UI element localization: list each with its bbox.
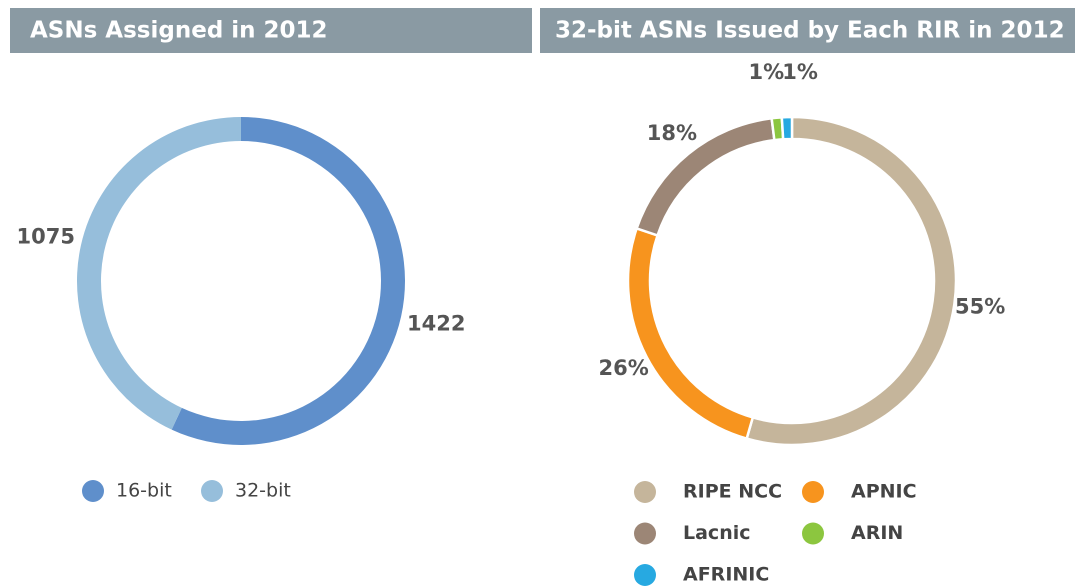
data-label: 18%	[647, 121, 697, 145]
legend-label: AFRINIC	[683, 564, 769, 586]
legend-swatch	[634, 564, 656, 586]
header-bar	[540, 8, 1075, 53]
legend-swatch	[634, 522, 656, 545]
data-label: 1%	[748, 60, 784, 84]
legend-label: APNIC	[851, 481, 917, 503]
donut-slice	[745, 115, 958, 447]
legend-label: ARIN	[851, 522, 903, 544]
legend-label: RIPE NCC	[683, 481, 782, 503]
data-label: 26%	[599, 356, 649, 380]
legend-swatch	[634, 481, 656, 503]
data-label: 1422	[407, 311, 465, 335]
legend-label: Lacnic	[683, 522, 751, 544]
legend-label: 32-bit	[235, 480, 291, 502]
data-label: 1%	[782, 60, 818, 84]
chart-title: 32-bit ASNs Issued by Each RIR in 2012	[555, 18, 1065, 44]
legend-label: 16-bit	[116, 480, 172, 502]
data-label: 55%	[955, 295, 1005, 319]
data-label: 1075	[17, 225, 75, 249]
donut-slice	[626, 226, 755, 441]
legend-swatch	[82, 480, 104, 502]
legend-swatch	[802, 522, 824, 545]
legend-swatch	[201, 480, 223, 502]
donut-slice	[77, 117, 242, 430]
donut-slice	[171, 117, 405, 445]
chart-title: ASNs Assigned in 2012	[30, 18, 328, 44]
header-bar	[10, 8, 532, 53]
donut-slice	[780, 115, 794, 141]
legend-swatch	[802, 481, 824, 503]
